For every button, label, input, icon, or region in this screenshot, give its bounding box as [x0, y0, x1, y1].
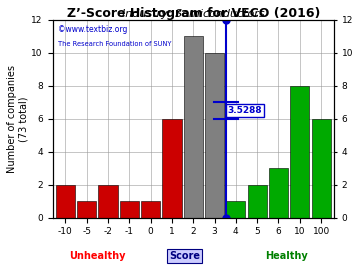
Bar	[77, 201, 96, 218]
Bar	[141, 201, 160, 218]
Text: The Research Foundation of SUNY: The Research Foundation of SUNY	[58, 41, 172, 47]
Bar	[290, 86, 309, 218]
Title: Z’-Score Histogram for VECO (2016): Z’-Score Histogram for VECO (2016)	[67, 7, 320, 20]
Bar	[162, 119, 181, 218]
Text: 3.5288: 3.5288	[228, 106, 262, 115]
Bar	[226, 201, 246, 218]
Text: Unhealthy: Unhealthy	[69, 251, 126, 261]
Text: Score: Score	[169, 251, 200, 261]
Bar	[205, 53, 224, 218]
Bar	[269, 168, 288, 218]
Y-axis label: Number of companies
(73 total): Number of companies (73 total)	[7, 65, 28, 173]
Bar	[248, 185, 267, 218]
Text: Healthy: Healthy	[265, 251, 307, 261]
Text: ©www.textbiz.org: ©www.textbiz.org	[58, 25, 127, 34]
Bar	[120, 201, 139, 218]
Bar	[184, 36, 203, 218]
Bar	[311, 119, 331, 218]
Bar	[98, 185, 118, 218]
Bar	[56, 185, 75, 218]
Text: Industry: Semiconductors: Industry: Semiconductors	[122, 9, 265, 19]
